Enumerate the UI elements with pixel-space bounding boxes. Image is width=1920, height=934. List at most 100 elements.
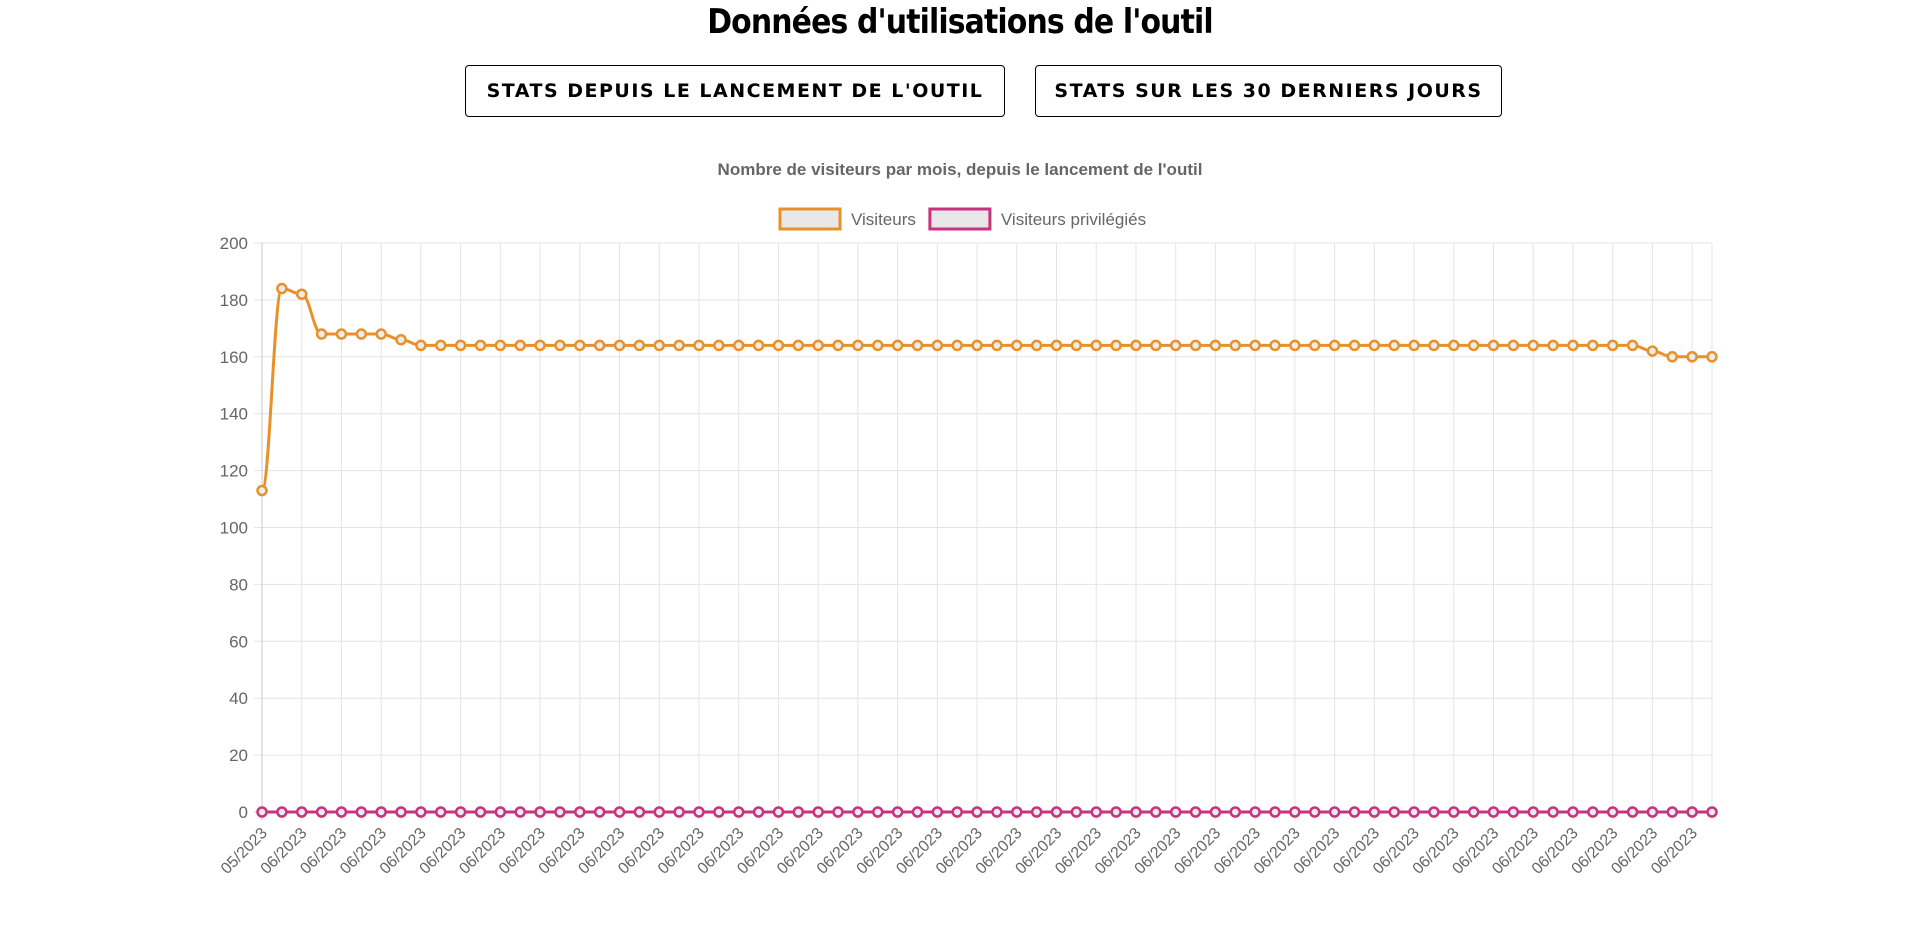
data-point[interactable] <box>1328 339 1341 352</box>
data-point[interactable] <box>1388 806 1400 818</box>
data-point[interactable] <box>554 339 566 352</box>
data-point[interactable] <box>1289 339 1301 352</box>
data-point[interactable] <box>415 339 427 352</box>
data-point[interactable] <box>355 328 368 340</box>
data-point[interactable] <box>593 806 606 818</box>
data-point[interactable] <box>1189 339 1202 352</box>
data-point[interactable] <box>1110 339 1122 352</box>
data-point[interactable] <box>1587 339 1599 352</box>
data-point[interactable] <box>951 339 963 352</box>
data-point[interactable] <box>1567 806 1579 818</box>
data-point[interactable] <box>276 282 288 295</box>
data-point[interactable] <box>375 806 387 818</box>
chart-legend[interactable]: Visiteurs Visiteurs privilégiés <box>778 207 1146 231</box>
data-point[interactable] <box>534 806 546 818</box>
data-point[interactable] <box>1189 806 1202 818</box>
data-point[interactable] <box>534 339 546 352</box>
data-point[interactable] <box>693 339 705 352</box>
data-point[interactable] <box>911 339 924 352</box>
data-point[interactable] <box>1110 806 1122 818</box>
data-point[interactable] <box>1050 806 1063 818</box>
data-point[interactable] <box>1030 339 1043 352</box>
data-point[interactable] <box>574 806 586 818</box>
data-point[interactable] <box>991 806 1003 818</box>
data-point[interactable] <box>1646 345 1659 357</box>
data-point[interactable] <box>1229 339 1242 352</box>
data-point[interactable] <box>792 806 805 818</box>
data-point[interactable] <box>1229 806 1242 818</box>
data-point[interactable] <box>1547 339 1559 352</box>
data-point[interactable] <box>693 806 705 818</box>
data-point[interactable] <box>1130 339 1142 352</box>
data-point[interactable] <box>732 339 745 352</box>
data-point[interactable] <box>1070 339 1083 352</box>
data-point[interactable] <box>772 339 785 352</box>
data-point[interactable] <box>1527 339 1539 352</box>
data-point[interactable] <box>891 806 904 818</box>
data-point[interactable] <box>1348 806 1361 818</box>
data-point[interactable] <box>1050 339 1063 352</box>
data-point[interactable] <box>574 339 586 352</box>
data-point[interactable] <box>891 339 904 352</box>
data-point[interactable] <box>1448 339 1460 352</box>
data-point[interactable] <box>593 339 606 352</box>
data-point[interactable] <box>1249 806 1261 818</box>
data-point[interactable] <box>276 806 288 818</box>
data-point[interactable] <box>295 806 308 818</box>
data-point[interactable] <box>1448 806 1460 818</box>
data-point[interactable] <box>295 288 308 300</box>
data-point[interactable] <box>1289 806 1301 818</box>
data-point[interactable] <box>514 339 526 352</box>
data-point[interactable] <box>713 806 725 818</box>
data-point[interactable] <box>1487 806 1500 818</box>
data-point[interactable] <box>454 806 467 818</box>
legend-label[interactable]: Visiteurs <box>851 210 916 229</box>
data-point[interactable] <box>772 806 785 818</box>
data-point[interactable] <box>1090 806 1102 818</box>
data-point[interactable] <box>1130 806 1142 818</box>
data-point[interactable] <box>911 806 924 818</box>
data-point[interactable] <box>633 339 646 352</box>
data-point[interactable] <box>494 339 507 352</box>
data-point[interactable] <box>1606 339 1619 352</box>
data-point[interactable] <box>1011 339 1023 352</box>
data-point[interactable] <box>355 806 368 818</box>
data-point[interactable] <box>315 806 328 818</box>
data-point[interactable] <box>1428 806 1440 818</box>
data-point[interactable] <box>653 339 666 352</box>
data-point[interactable] <box>1368 806 1381 818</box>
data-point[interactable] <box>1686 806 1698 818</box>
data-point[interactable] <box>1269 806 1281 818</box>
data-point[interactable] <box>1150 339 1162 352</box>
data-point[interactable] <box>1030 806 1043 818</box>
data-point[interactable] <box>315 328 328 340</box>
legend-swatch[interactable] <box>928 207 992 231</box>
data-point[interactable] <box>1686 351 1698 363</box>
data-point[interactable] <box>1467 339 1480 352</box>
data-point[interactable] <box>1090 339 1102 352</box>
data-point[interactable] <box>1070 806 1083 818</box>
data-point[interactable] <box>613 806 626 818</box>
data-point[interactable] <box>1209 339 1222 352</box>
data-point[interactable] <box>1487 339 1500 352</box>
data-point[interactable] <box>1169 806 1182 818</box>
data-point[interactable] <box>752 806 765 818</box>
data-point[interactable] <box>1646 806 1659 818</box>
data-point[interactable] <box>415 806 427 818</box>
data-point[interactable] <box>872 339 884 352</box>
data-point[interactable] <box>931 806 944 818</box>
data-point[interactable] <box>852 806 864 818</box>
data-point[interactable] <box>1507 806 1520 818</box>
data-point[interactable] <box>1706 806 1718 818</box>
data-point[interactable] <box>971 339 983 352</box>
data-point[interactable] <box>454 339 467 352</box>
stats-since-launch-button[interactable]: STATS DEPUIS LE LANCEMENT DE L'OUTIL <box>465 65 1005 117</box>
data-point[interactable] <box>1150 806 1162 818</box>
data-point[interactable] <box>1428 339 1440 352</box>
data-point[interactable] <box>832 339 844 352</box>
data-point[interactable] <box>474 339 487 352</box>
data-point[interactable] <box>872 806 884 818</box>
data-point[interactable] <box>1269 339 1281 352</box>
data-point[interactable] <box>1626 339 1639 352</box>
data-point[interactable] <box>494 806 507 818</box>
